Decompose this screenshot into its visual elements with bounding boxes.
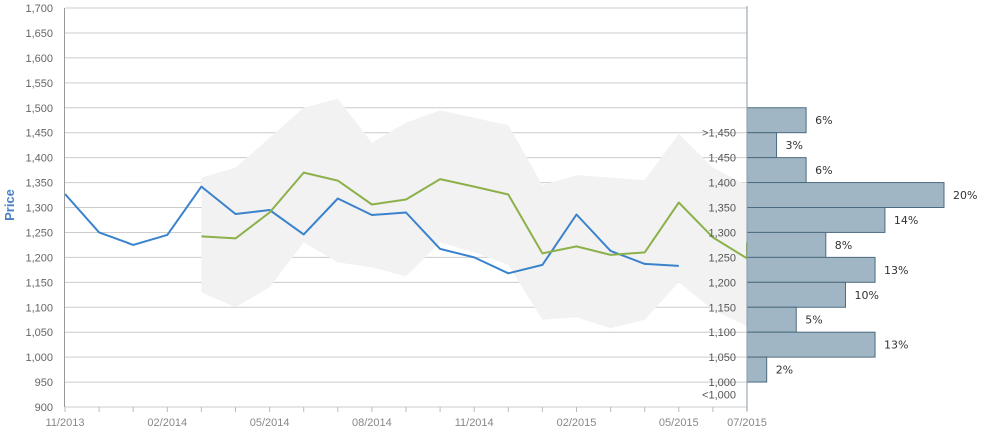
x-tick-label: 05/2014 [250,417,290,429]
histogram-bin-label: <1,000 [702,390,736,402]
x-tick-label: 11/2014 [455,417,494,429]
histogram-bar [746,107,807,134]
histogram-percent-label: 14% [894,214,918,227]
y-tick-label: 1,300 [25,203,53,215]
histogram-percent-label: 3% [786,139,803,152]
histogram-bin-label: 1,300 [708,227,736,239]
y-tick-label: 1,150 [25,277,53,289]
series-line-2 [201,171,748,260]
histogram-bar [746,256,876,283]
range-band-area [201,98,747,329]
y-tick-label: 1,100 [25,302,53,314]
histogram-bin-label: >1,450 [702,128,736,140]
y-tick-label: 950 [35,377,53,389]
histogram-bar [746,182,945,208]
x-tick-label: 11/2013 [46,417,85,429]
histogram-bin-label: 1,100 [708,327,736,339]
histogram-percent-label: 20% [953,189,977,202]
y-tick-label: 1,550 [25,78,53,90]
range-band [201,98,747,329]
histogram-percent-label: 13% [884,339,908,352]
y-tick-label: 1,000 [25,352,53,364]
histogram-bin-label: 1,350 [708,203,736,215]
x-tick-label: 02/2015 [557,417,597,429]
y-tick-label: 1,450 [25,128,53,140]
histogram-bin-label: 1,200 [708,277,736,289]
y-tick-label: 1,050 [25,327,53,339]
y-tick-label: 1,350 [25,178,53,190]
axes [64,6,748,412]
histogram-percent-label: 2% [776,364,793,377]
histogram-percent-label: 6% [815,164,832,177]
series-line-1 [64,185,679,275]
histogram-bar [746,356,768,383]
y-axis-label: Price [2,189,17,221]
histogram-bin-label: 1,400 [708,178,736,190]
histogram-bar [746,157,807,184]
y-tick-label: 900 [35,402,53,414]
x-tick-label: 02/2014 [147,417,187,429]
y-tick-label: 1,700 [25,3,53,15]
histogram-percent-label: 13% [884,264,908,277]
histogram-percent-label: 5% [805,314,822,327]
histogram-bin-label: 1,450 [708,153,736,165]
histogram-bar [746,207,886,233]
histogram-bar [746,281,846,308]
y-tick-label: 1,400 [25,153,53,165]
series-lines [64,171,748,275]
x-tick-label: 07/2015 [727,417,767,429]
histogram-bar [746,331,876,358]
x-tick-label: 05/2015 [659,417,699,429]
x-tick-label: 08/2014 [352,417,392,429]
histogram-bar [746,132,778,159]
y-tick-label: 1,200 [25,252,53,264]
histogram-percent-label: 10% [855,289,879,302]
histogram-bin-label: 1,000 [708,377,736,389]
histogram-percent-label: 6% [815,114,832,127]
grid-lines [65,7,747,408]
histogram-bar [746,306,797,333]
y-tick-label: 1,650 [25,28,53,40]
histogram-bin-label: 1,250 [708,252,736,264]
histogram-bin-label: 1,150 [708,302,736,314]
tick-labels: 900 950 1,000 1,050 1,100 1,150 1,200 1,250 1,30… [25,3,766,429]
y-tick-label: 1,500 [25,103,53,115]
histogram-bin-label: 1,050 [708,352,736,364]
histogram: 6% >1,450 3% 1,450 6% 1,400 20% 1,350 14% 1,300 8%… [702,107,977,402]
histogram-percent-label: 8% [835,239,852,252]
y-tick-label: 1,250 [25,227,53,239]
histogram-bar [746,231,827,258]
y-tick-label: 1,600 [25,53,53,65]
